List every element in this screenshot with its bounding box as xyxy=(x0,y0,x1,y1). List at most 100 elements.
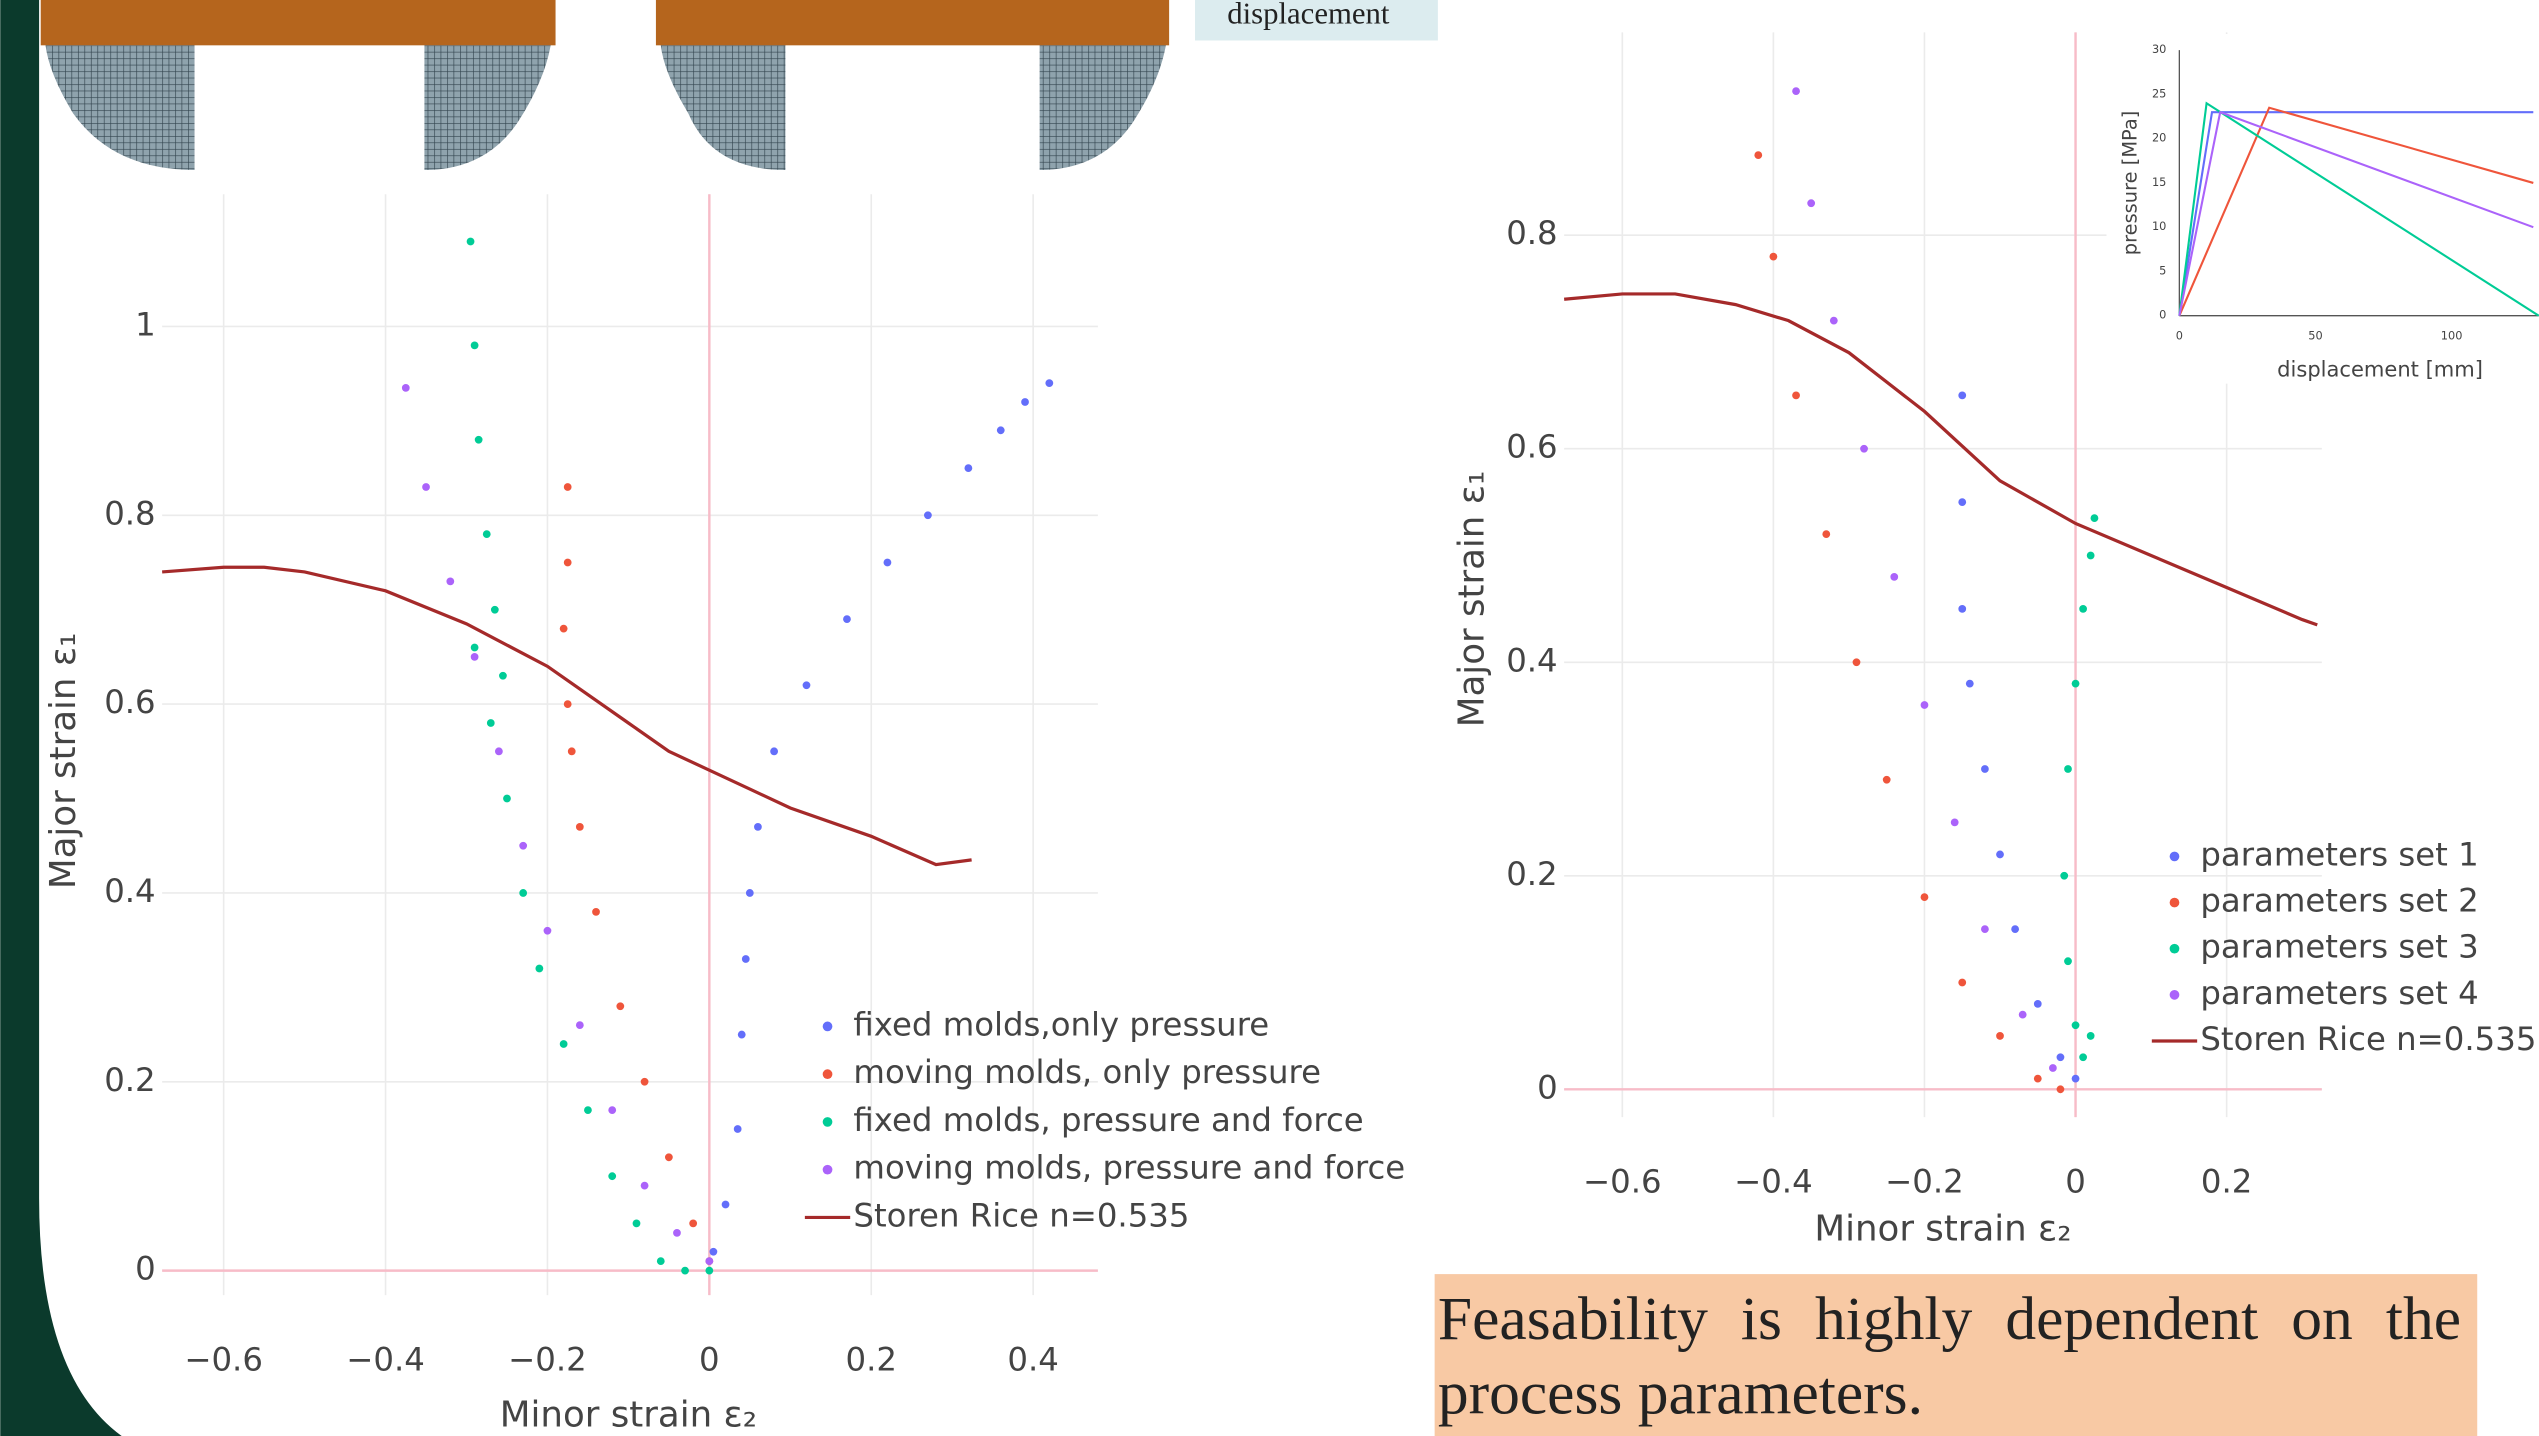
point xyxy=(1754,151,1762,159)
point xyxy=(673,1229,681,1237)
point xyxy=(1045,379,1053,387)
point xyxy=(495,747,503,755)
point xyxy=(592,908,600,916)
point xyxy=(467,238,475,246)
point xyxy=(2087,1032,2095,1040)
point xyxy=(584,1106,592,1114)
legend-label: moving molds, pressure and force xyxy=(853,1149,1405,1187)
point xyxy=(471,653,479,661)
point xyxy=(1951,819,1959,827)
x-tick-label: 0.2 xyxy=(2201,1162,2252,1200)
point xyxy=(544,927,552,935)
x-tick-label: 0 xyxy=(699,1341,720,1379)
point xyxy=(1853,658,1861,666)
point xyxy=(754,823,762,831)
point xyxy=(2079,1053,2087,1061)
y-tick-label: 0 xyxy=(2159,308,2166,322)
y-tick-label: 0 xyxy=(135,1250,156,1288)
point xyxy=(803,681,811,689)
x-tick-label: 50 xyxy=(2308,329,2322,343)
y-tick-label: 20 xyxy=(2152,131,2166,145)
point xyxy=(657,1257,665,1265)
point xyxy=(616,1002,624,1010)
point xyxy=(2079,605,2087,613)
point xyxy=(2091,514,2099,522)
point xyxy=(705,1257,713,1265)
legend-symbol xyxy=(2170,990,2180,1000)
legend-symbol xyxy=(823,1022,833,1032)
legend-label: parameters set 2 xyxy=(2200,882,2478,920)
point xyxy=(1830,317,1838,325)
point xyxy=(1021,398,1029,406)
point xyxy=(681,1267,689,1275)
y-tick-label: 0.2 xyxy=(104,1061,155,1099)
y-tick-label: 0.8 xyxy=(104,494,155,532)
x-tick-label: −0.6 xyxy=(184,1341,263,1379)
point xyxy=(2034,1075,2042,1083)
y-tick-label: 15 xyxy=(2152,175,2166,189)
y-tick-label: 0.6 xyxy=(104,683,155,721)
x-axis-title: Minor strain ε₂ xyxy=(1814,1208,2071,1249)
caption-holder: Feasability is highly dependent on the p… xyxy=(1435,1282,2478,1436)
point xyxy=(2019,1011,2027,1019)
point xyxy=(742,955,750,963)
point xyxy=(641,1182,649,1190)
y-tick-label: 0.8 xyxy=(1506,214,1557,252)
legend-label: Storen Rice n=0.535 xyxy=(853,1196,1189,1234)
point xyxy=(734,1125,742,1133)
point xyxy=(503,795,511,803)
point xyxy=(471,341,479,349)
legend-symbol xyxy=(2170,944,2180,954)
point xyxy=(964,464,972,472)
legend-label: parameters set 1 xyxy=(2200,835,2478,873)
point xyxy=(402,384,410,392)
point xyxy=(2087,552,2095,560)
x-tick-label: −0.2 xyxy=(1885,1162,1964,1200)
y-tick-label: 25 xyxy=(2152,86,2166,100)
point xyxy=(1860,445,1868,453)
point xyxy=(564,700,572,708)
point xyxy=(608,1172,616,1180)
figure-label: displacement xyxy=(1227,0,1390,30)
point xyxy=(2064,957,2072,965)
point xyxy=(568,747,576,755)
legend-symbol xyxy=(2170,898,2180,908)
point xyxy=(1921,893,1929,901)
y-axis-title: pressure [MPa] xyxy=(2118,111,2141,256)
point xyxy=(1883,776,1891,784)
point xyxy=(689,1220,697,1228)
y-axis-title: Major strain ε₁ xyxy=(43,633,84,889)
point xyxy=(2057,1053,2065,1061)
point xyxy=(519,889,527,897)
x-tick-label: 0 xyxy=(2065,1162,2086,1200)
point xyxy=(2072,680,2080,688)
x-tick-label: −0.6 xyxy=(1583,1162,1662,1200)
point xyxy=(1981,925,1989,933)
slide: displacement Feasability is highly depen… xyxy=(0,0,2539,1436)
point xyxy=(2034,1000,2042,1008)
x-tick-label: −0.2 xyxy=(508,1341,587,1379)
point xyxy=(2049,1064,2057,1072)
point xyxy=(1958,605,1966,613)
legend-label: Storen Rice n=0.535 xyxy=(2200,1020,2536,1058)
x-tick-label: 0.2 xyxy=(846,1341,897,1379)
point xyxy=(564,483,572,491)
y-tick-label: 0 xyxy=(1537,1068,1558,1106)
x-axis-title: Minor strain ε₂ xyxy=(500,1395,757,1436)
point xyxy=(446,577,454,585)
point xyxy=(641,1078,649,1086)
line xyxy=(162,567,971,864)
point xyxy=(2011,925,2019,933)
point xyxy=(1822,530,1830,538)
point xyxy=(519,842,527,850)
point xyxy=(535,965,543,973)
legend-label: fixed molds,only pressure xyxy=(853,1005,1269,1043)
x-axis-title: displacement [mm] xyxy=(2277,357,2483,382)
point xyxy=(576,823,584,831)
point xyxy=(491,606,499,614)
point xyxy=(560,1040,568,1048)
point xyxy=(665,1153,673,1161)
legend-symbol xyxy=(823,1069,833,1079)
point xyxy=(483,530,491,538)
